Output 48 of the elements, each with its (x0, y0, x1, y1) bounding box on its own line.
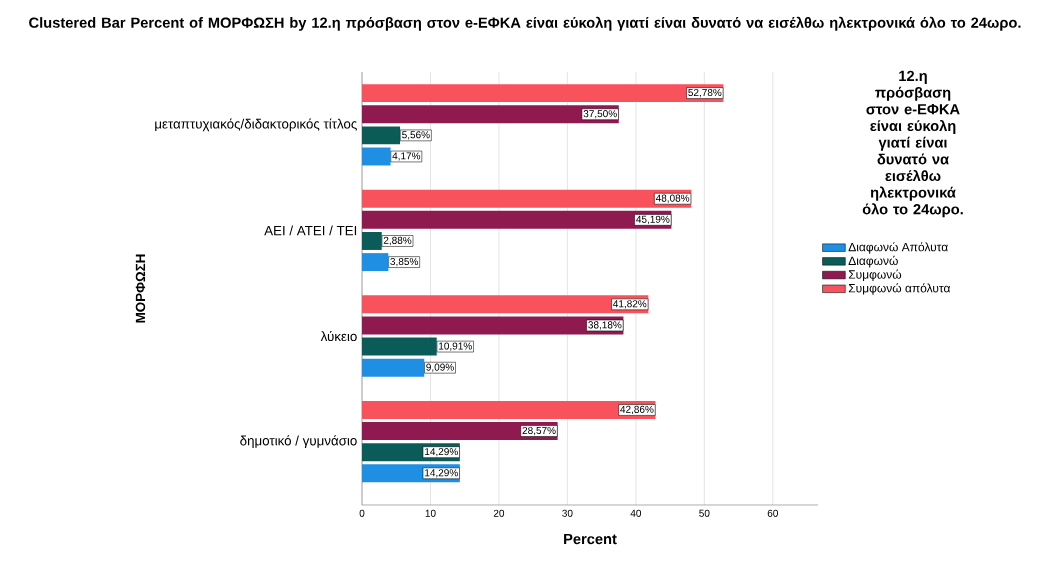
y-tick-label: μεταπτυχιακός/διδακτορικός τίτλος (155, 118, 357, 132)
x-tick-label: 0 (359, 509, 365, 517)
data-label: 10,91% (439, 342, 472, 351)
data-label: 38,18% (588, 321, 622, 330)
x-tick-label: 60 (767, 509, 778, 517)
x-tick-label: 50 (699, 509, 710, 517)
data-label: 37,50% (583, 110, 617, 119)
legend-label: Διαφωνώ (848, 255, 898, 268)
bar (362, 147, 391, 166)
bar (362, 337, 437, 356)
y-axis-title: ΜΟΡΦΩΣΗ (135, 254, 146, 323)
x-tick-label: 30 (562, 509, 573, 517)
data-label: 3,85% (390, 257, 418, 267)
legend-label: Συμφωνώ απόλυτα (848, 283, 951, 295)
data-label: 14,29% (425, 469, 458, 478)
data-label: 2,88% (383, 236, 412, 246)
data-label: 5,56% (402, 131, 430, 140)
y-tick-label: λύκειο (320, 330, 357, 342)
bar (362, 358, 425, 377)
bar (362, 210, 672, 229)
bar (362, 253, 389, 272)
data-label: 28,57% (522, 426, 556, 436)
bar (362, 189, 692, 208)
y-tick-label: δημοτικό / γυμνάσιο (240, 435, 357, 449)
chart-title: Clustered Bar Percent of ΜΟΡΦΩΣΗ by 12.η πρόσβαση στον e-ΕΦΚΑ είναι εύκολη γιατί είναι δυνατό να εισέλθω ηλεκτρονικά όλο το 24ωρο. (29, 16, 1021, 31)
data-label: 14,29% (425, 448, 458, 457)
bar (362, 105, 619, 124)
data-label: 48,08% (655, 194, 690, 203)
text: 12.η πρόσβαση στον e-ΕΦΚΑ είναι εύκολη γιατί είναι δυνατό να εισέλθω ηλεκτρονικά όλο το 24ωρο. (862, 70, 963, 218)
bar (362, 232, 382, 250)
x-tick-label: 20 (493, 509, 505, 517)
x-tick-label: 10 (425, 509, 436, 517)
x-axis-title: Percent (564, 533, 617, 545)
data-label: 41,82% (613, 300, 647, 309)
legend-label: Συμφωνώ (848, 269, 902, 282)
bar (362, 400, 656, 419)
bar (362, 316, 624, 335)
x-tick-label: 40 (630, 509, 642, 517)
bar (362, 126, 401, 145)
legend-label: Διαφωνώ Απόλυτα (848, 242, 948, 254)
data-label: 9,09% (426, 363, 454, 372)
data-label: 42,86% (620, 405, 654, 415)
bar (362, 295, 649, 314)
y-tick-label: ΑΕΙ / ΑΤΕΙ / ΤΕΙ (264, 225, 357, 236)
data-label: 45,19% (636, 215, 670, 224)
bar (362, 84, 724, 103)
data-label: 4,17% (392, 152, 421, 161)
data-label: 52,78% (688, 88, 722, 98)
